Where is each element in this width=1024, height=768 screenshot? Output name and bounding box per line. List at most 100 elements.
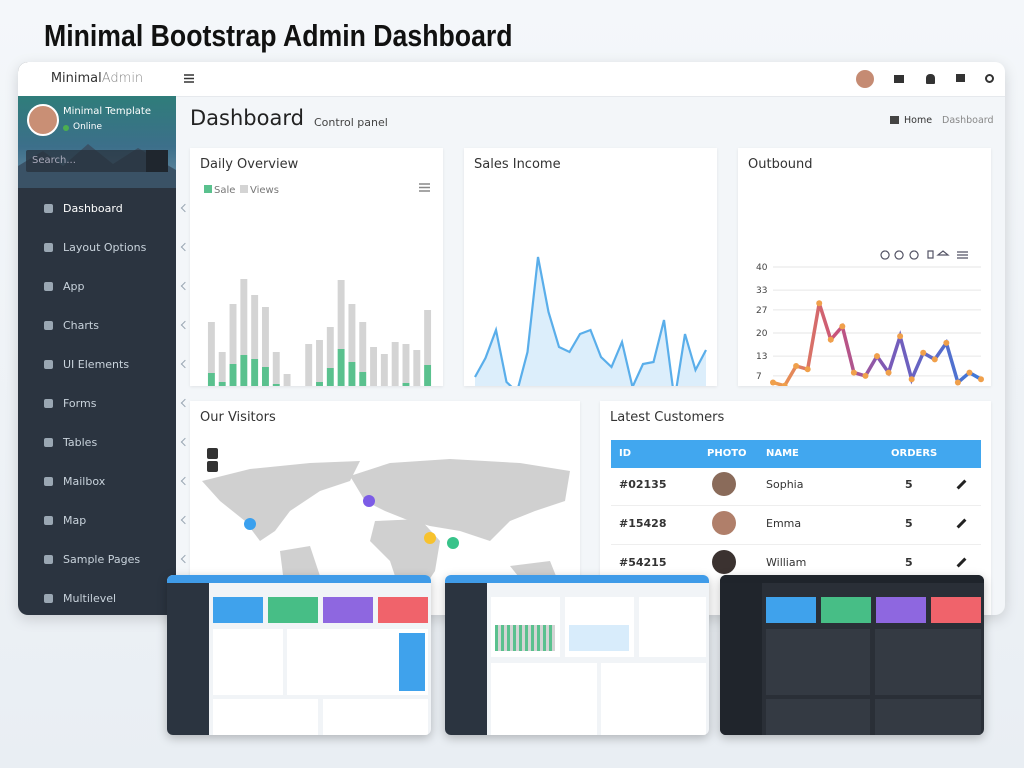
sales-income-card: Sales Income [464,148,717,386]
edit-icon[interactable] [956,479,967,490]
menu-item[interactable]: Multilevel [44,592,194,606]
menu-icon [44,594,53,603]
legend-label: Sale [214,185,235,196]
menu-item[interactable]: Map [44,514,194,528]
card-title: Outbound [748,157,813,172]
bar-segment [251,295,259,359]
thumbnail-light[interactable] [167,575,431,735]
search-box[interactable]: Search... [26,150,168,172]
point [874,353,880,360]
toolbar-icon [927,250,934,259]
table-header: ID PHOTO NAME ORDERS [611,440,981,468]
marker[interactable] [424,532,436,544]
menu-item[interactable]: Dashboard [44,202,194,216]
zoom-in[interactable] [207,448,218,459]
page-subtitle: Control panel [314,116,388,129]
outbound-card: Outbound 071320273340Feb '00Jun '00Oct '… [738,148,991,386]
toolbar-icon [936,250,950,256]
area [475,257,706,386]
menu-item[interactable]: UI Elements [44,358,194,372]
flag-icon[interactable] [956,74,965,82]
bell-icon[interactable] [926,74,935,84]
hamburger[interactable] [184,74,194,83]
card-title: Our Visitors [200,410,276,425]
outbound-chart: 071320273340Feb '00Jun '00Oct '00Feb '01… [756,250,984,386]
user-name: Minimal Template [63,106,151,117]
bar-segment [251,359,259,386]
menu-item[interactable]: Tables [44,436,194,450]
customer-name: William [766,556,807,569]
bar-segment [326,368,334,386]
menu-item[interactable]: Forms [44,397,194,411]
customer-name: Emma [766,517,802,530]
mail-icon[interactable] [894,75,904,83]
search-button[interactable] [146,150,168,172]
header-avatar[interactable] [856,70,874,88]
bar-segment [316,382,323,386]
menu-icon [44,360,53,369]
bar-segment [272,384,280,386]
customer-photo [712,511,736,535]
bar-segment [337,349,345,386]
breadcrumb-home[interactable]: Home [904,115,933,126]
edit-icon[interactable] [956,557,967,568]
menu-label: Multilevel [63,592,117,605]
menu-label: Forms [63,397,97,410]
menu-item[interactable]: Charts [44,319,194,333]
y-tick-label: 20 [756,329,768,339]
bar-segment [402,344,410,383]
point [827,336,834,343]
breadcrumb-current: Dashboard [942,115,994,126]
y-tick-label: 27 [756,306,767,316]
y-tick-label: 13 [756,352,767,362]
legend-label: Views [250,185,279,196]
toolbar-icon [880,250,890,260]
bar-segment [348,304,356,362]
bar-segment [380,354,388,386]
bar-segment [283,374,291,386]
brand-light: Admin [101,71,144,86]
row-divider [611,505,981,506]
promo-title: Minimal Bootstrap Admin Dashboard [44,18,513,53]
menu-chevron [180,554,190,564]
menu-icon [44,321,53,330]
menu-item[interactable]: Mailbox [44,475,194,489]
daily-overview-card: Daily Overview Sale Views [190,148,443,386]
point [850,369,857,376]
menu-label: Tables [63,436,98,449]
bar-segment [207,373,215,386]
bar-segment [402,383,410,386]
thumbnail-dark[interactable] [720,575,984,735]
bar-segment [348,362,356,386]
menu-label: App [63,280,85,293]
point [839,323,846,330]
bar-segment [261,307,269,367]
row-divider [611,544,981,545]
menu-item[interactable]: App [44,280,194,294]
menu-item[interactable]: Layout Options [44,241,194,255]
customer-photo [712,472,736,496]
point [966,369,973,376]
bar-segment [424,365,432,386]
customer-name: Sophia [766,478,804,491]
marker[interactable] [244,518,256,530]
bar-segment [240,355,248,386]
bar-segment [218,382,226,386]
settings-icon[interactable] [985,74,994,83]
zoom-out[interactable] [207,461,218,472]
customer-orders: 5 [905,556,913,569]
column-header: NAME [766,448,799,459]
thumbnail-charts[interactable] [445,575,709,735]
marker[interactable] [447,537,459,549]
point [862,372,869,379]
marker[interactable] [363,495,375,507]
home-icon [890,116,899,124]
edit-icon[interactable] [956,518,967,529]
menu-icon [44,399,53,408]
status-dot [63,125,69,131]
menu-chevron [180,320,190,330]
menu-item[interactable]: Sample Pages [44,553,194,567]
customer-id: #02135 [619,478,667,491]
line [772,302,982,386]
menu-chevron [180,476,190,486]
